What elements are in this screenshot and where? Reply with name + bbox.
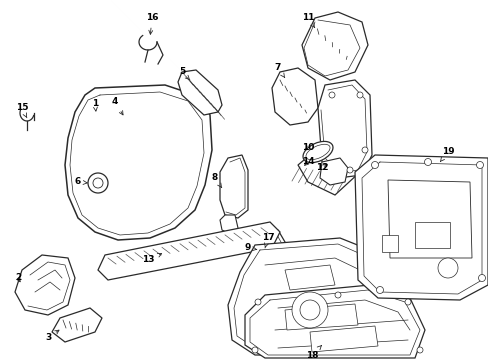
Text: 11: 11 bbox=[301, 13, 314, 28]
Polygon shape bbox=[381, 235, 397, 252]
Polygon shape bbox=[178, 70, 222, 115]
Polygon shape bbox=[120, 98, 148, 168]
Circle shape bbox=[475, 162, 483, 168]
Polygon shape bbox=[52, 308, 102, 342]
Polygon shape bbox=[317, 80, 371, 178]
Polygon shape bbox=[414, 222, 449, 248]
Polygon shape bbox=[251, 230, 285, 265]
Circle shape bbox=[88, 173, 108, 193]
Circle shape bbox=[291, 292, 327, 328]
Polygon shape bbox=[354, 155, 487, 300]
Text: 10: 10 bbox=[301, 144, 314, 153]
Polygon shape bbox=[98, 222, 280, 280]
Polygon shape bbox=[297, 145, 359, 195]
Circle shape bbox=[376, 287, 383, 293]
Circle shape bbox=[361, 147, 367, 153]
Polygon shape bbox=[220, 155, 247, 218]
Text: 18: 18 bbox=[305, 346, 321, 360]
Polygon shape bbox=[387, 180, 471, 258]
Circle shape bbox=[478, 274, 485, 282]
Polygon shape bbox=[271, 68, 317, 125]
Text: 5: 5 bbox=[179, 68, 189, 80]
Text: 19: 19 bbox=[440, 148, 453, 162]
Polygon shape bbox=[15, 255, 75, 315]
Text: 7: 7 bbox=[274, 63, 284, 78]
Text: 16: 16 bbox=[145, 13, 158, 34]
Polygon shape bbox=[285, 304, 357, 330]
Text: 2: 2 bbox=[15, 274, 21, 283]
Polygon shape bbox=[65, 85, 212, 240]
Circle shape bbox=[328, 92, 334, 98]
Text: 6: 6 bbox=[75, 177, 87, 186]
Polygon shape bbox=[309, 326, 377, 352]
Circle shape bbox=[346, 167, 352, 173]
Circle shape bbox=[371, 162, 378, 168]
Text: 13: 13 bbox=[142, 253, 162, 265]
Polygon shape bbox=[285, 265, 334, 290]
Text: 14: 14 bbox=[301, 158, 314, 166]
Text: 1: 1 bbox=[92, 99, 98, 111]
Circle shape bbox=[254, 299, 261, 305]
Circle shape bbox=[251, 347, 258, 353]
Polygon shape bbox=[319, 158, 347, 185]
Circle shape bbox=[437, 258, 457, 278]
Circle shape bbox=[299, 300, 319, 320]
Text: 15: 15 bbox=[16, 104, 28, 118]
Circle shape bbox=[424, 158, 430, 166]
Polygon shape bbox=[302, 12, 367, 80]
Text: 12: 12 bbox=[315, 163, 327, 172]
Circle shape bbox=[334, 292, 340, 298]
Circle shape bbox=[404, 299, 410, 305]
Text: 17: 17 bbox=[261, 234, 274, 248]
Circle shape bbox=[356, 92, 362, 98]
Text: 9: 9 bbox=[244, 243, 256, 252]
Text: 3: 3 bbox=[45, 330, 59, 342]
Ellipse shape bbox=[305, 144, 329, 160]
Polygon shape bbox=[227, 238, 387, 355]
Text: 4: 4 bbox=[112, 98, 123, 115]
Polygon shape bbox=[220, 215, 238, 235]
Circle shape bbox=[416, 347, 422, 353]
Circle shape bbox=[93, 178, 103, 188]
Text: 8: 8 bbox=[211, 174, 221, 188]
Polygon shape bbox=[244, 285, 424, 358]
Ellipse shape bbox=[303, 141, 332, 163]
Polygon shape bbox=[88, 103, 108, 130]
